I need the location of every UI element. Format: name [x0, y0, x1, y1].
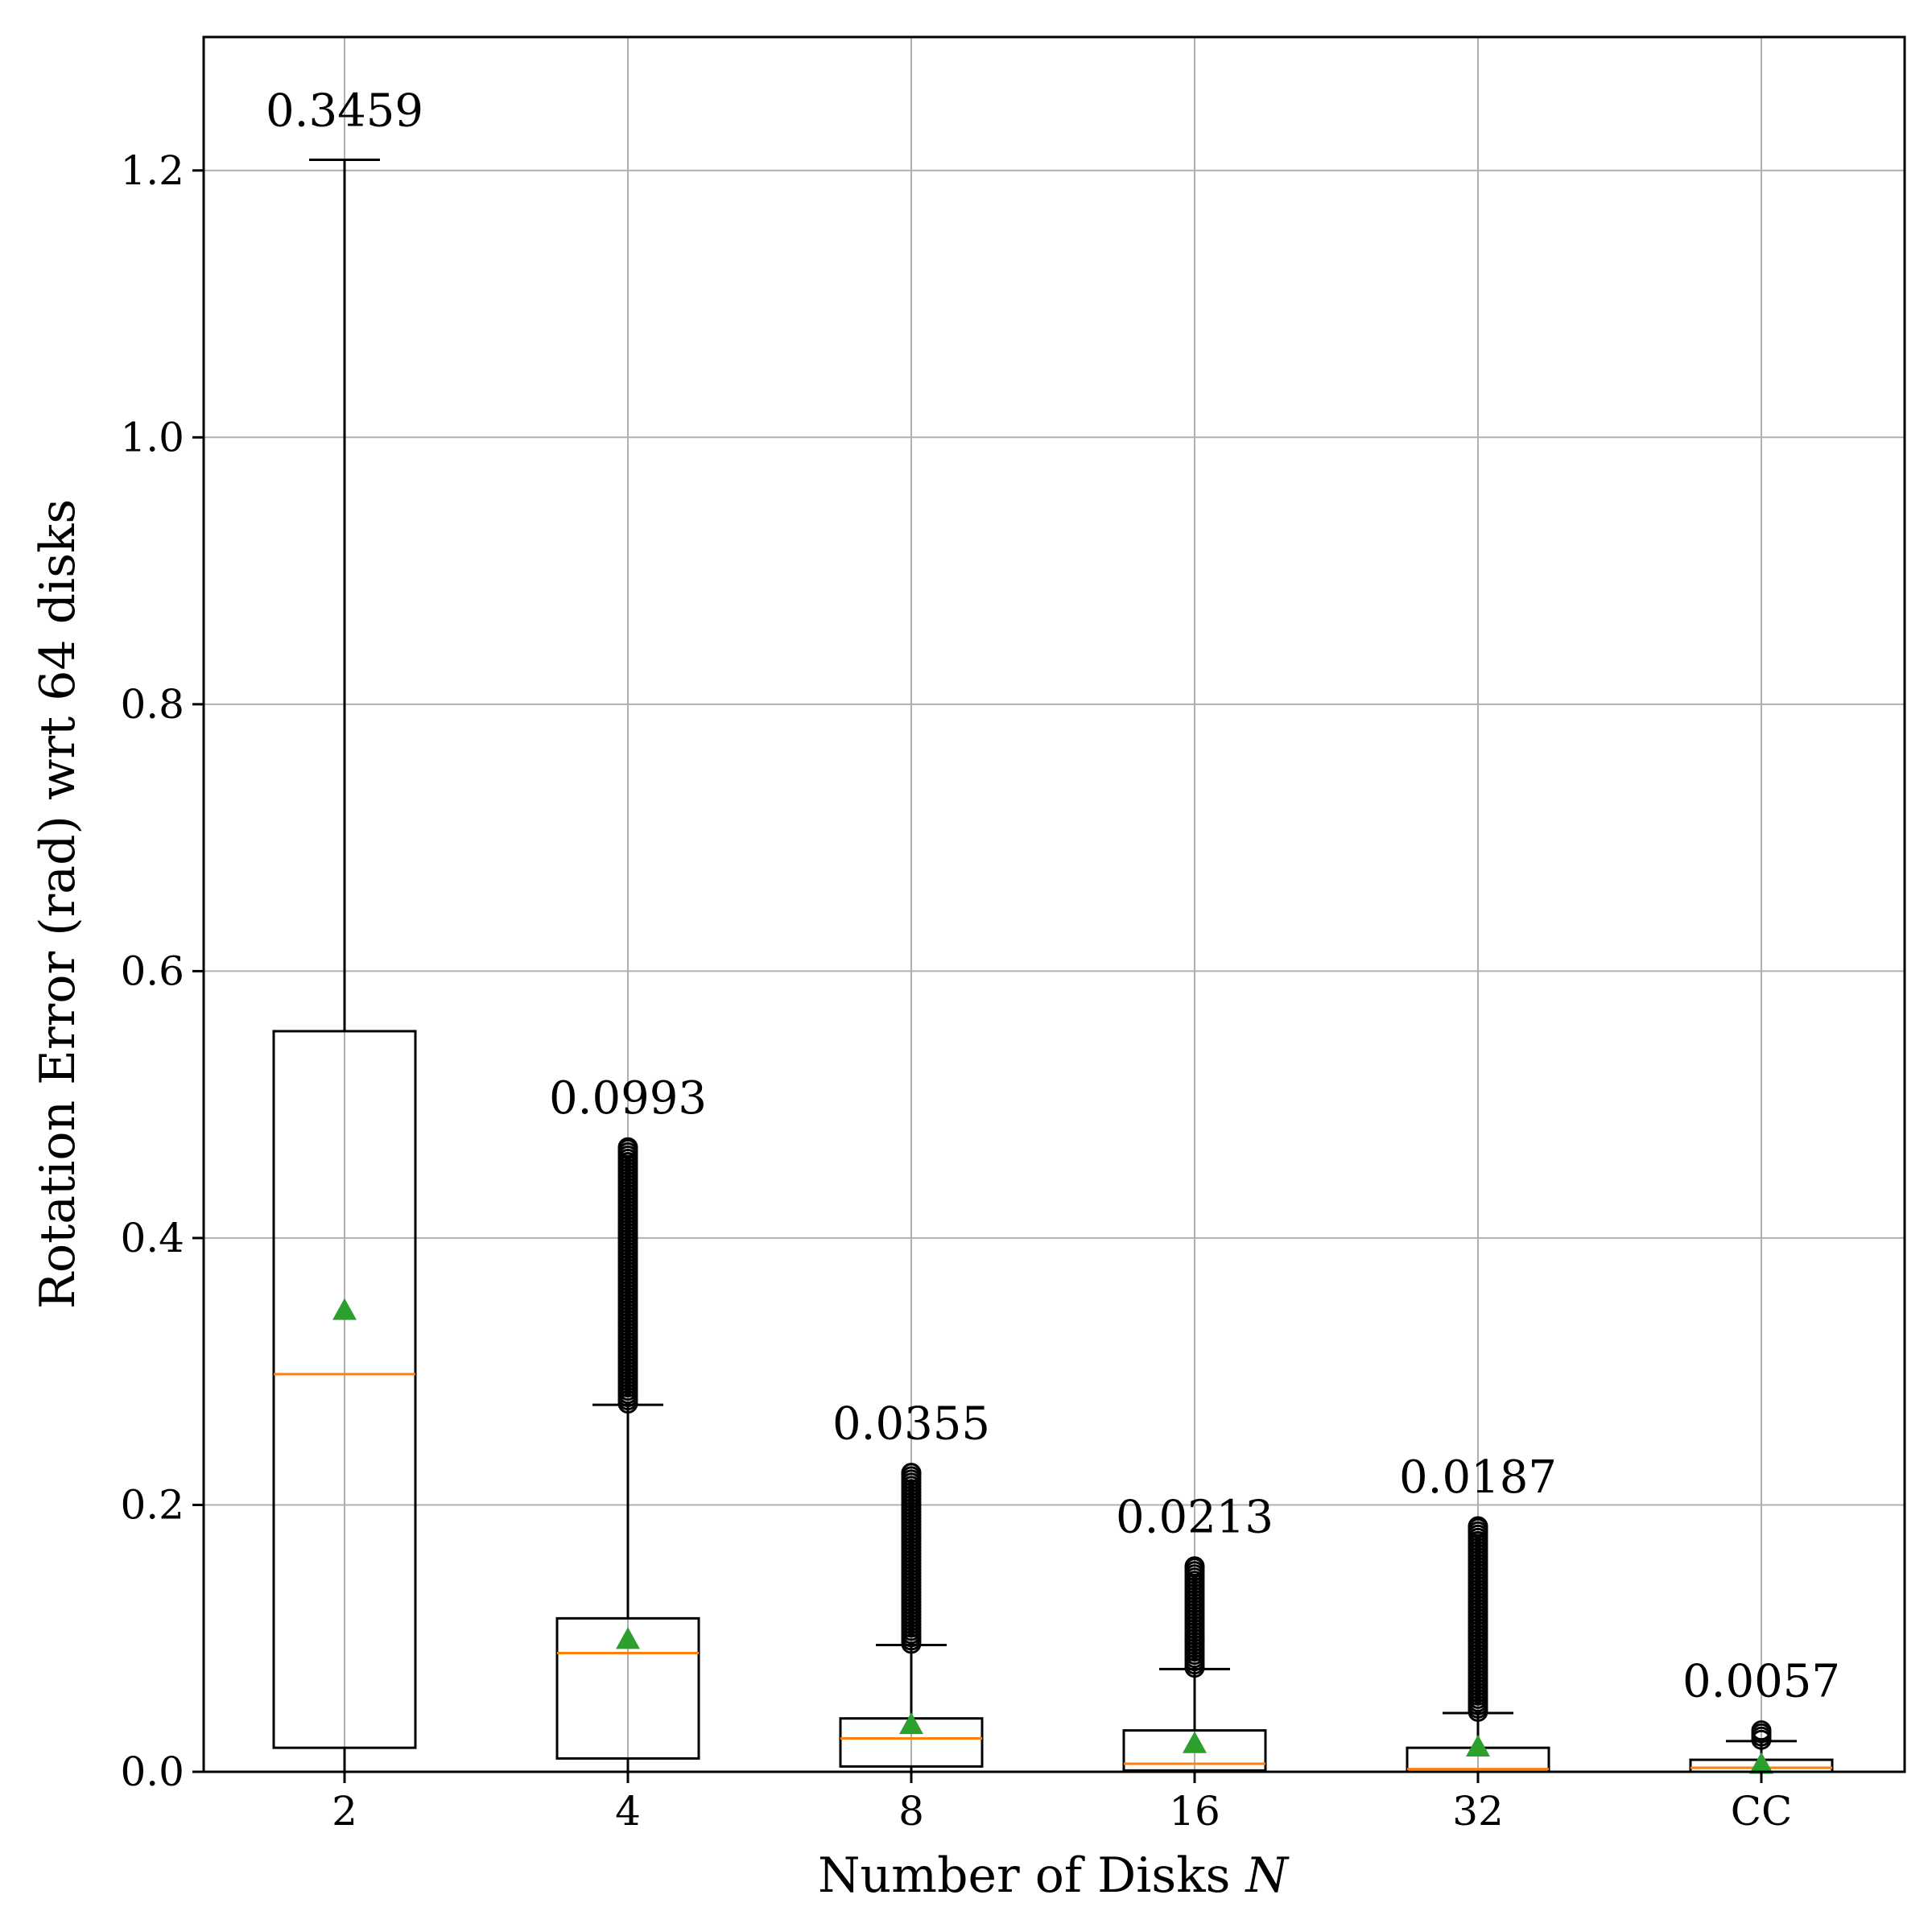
mean-value-label: 0.0213 [1116, 1492, 1274, 1544]
y-tick-label: 0.2 [120, 1481, 184, 1528]
y-tick-label: 1.2 [120, 147, 184, 194]
box-group-16 [1122, 1556, 1267, 1773]
x-tick-label: 16 [1169, 1788, 1220, 1835]
mean-marker [1749, 1752, 1773, 1774]
x-axis-ticks: 2 4 8 16 32 CC [332, 1772, 1792, 1835]
grid-lines [204, 37, 1905, 1773]
mean-marker [616, 1627, 640, 1649]
box-series [272, 159, 1834, 1774]
mean-annotations: 0.3459 0.0993 0.0355 0.0213 0.0187 0.0057 [266, 85, 1840, 1708]
box-group-4 [555, 1137, 700, 1773]
x-tick-label: 32 [1452, 1788, 1504, 1835]
outlier-point [617, 1137, 638, 1158]
x-tick-label: 8 [898, 1788, 924, 1835]
x-axis-variable: N [1244, 1847, 1290, 1904]
iqr-box [555, 1616, 700, 1760]
box-group-8 [839, 1463, 984, 1773]
x-tick-label: CC [1731, 1788, 1793, 1835]
x-tick-label: 2 [332, 1788, 357, 1835]
outlier-points [1468, 1516, 1488, 1722]
y-tick-label: 0.8 [120, 681, 184, 728]
y-tick-label: 0.6 [120, 947, 184, 994]
outlier-point [1184, 1556, 1205, 1577]
y-axis-ticks: 0.0 0.2 0.4 0.6 0.8 1.0 1.2 [120, 147, 204, 1795]
mean-value-label: 0.0057 [1682, 1656, 1840, 1708]
box-group-32 [1406, 1516, 1550, 1773]
x-axis-title-text: Number of Disks [818, 1847, 1230, 1904]
y-tick-label: 0.0 [120, 1748, 184, 1795]
y-axis-title: Rotation Error (rad) wrt 64 disks [30, 499, 86, 1309]
outlier-point [1751, 1720, 1772, 1741]
x-tick-label: 4 [615, 1788, 641, 1835]
iqr-box [272, 1030, 417, 1749]
plot-frame [202, 35, 1906, 1773]
y-tick-label: 0.4 [120, 1215, 184, 1261]
mean-marker [899, 1712, 923, 1735]
outlier-points [617, 1137, 638, 1414]
outlier-points [1184, 1556, 1205, 1678]
mean-marker [1466, 1735, 1490, 1757]
outlier-point [901, 1463, 922, 1484]
mean-marker [1183, 1731, 1207, 1753]
mean-value-label: 0.0993 [549, 1072, 707, 1125]
x-axis-title: Number of Disks N [818, 1847, 1290, 1904]
mean-value-label: 0.0355 [832, 1398, 990, 1451]
outlier-points [1751, 1720, 1772, 1750]
y-tick-label: 1.0 [120, 414, 184, 460]
outlier-point [1468, 1516, 1488, 1537]
iqr-box [1122, 1729, 1267, 1772]
outlier-points [901, 1463, 922, 1654]
mean-value-label: 0.3459 [266, 85, 423, 138]
mean-value-label: 0.0187 [1399, 1451, 1557, 1504]
mean-marker [332, 1298, 357, 1320]
